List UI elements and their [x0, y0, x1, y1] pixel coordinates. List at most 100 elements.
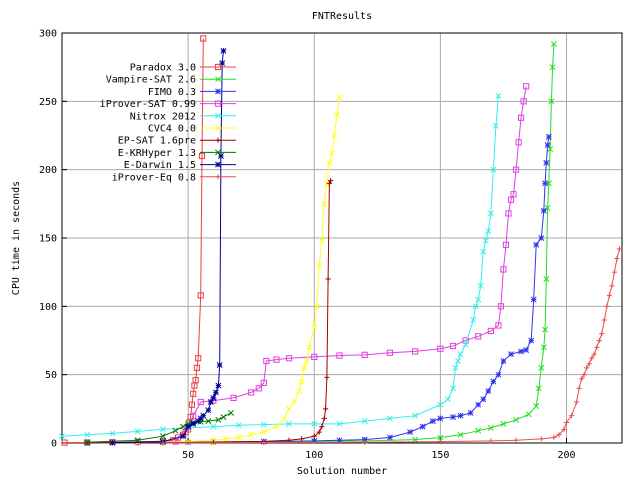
y-tick-label: 50 [45, 370, 57, 381]
legend-marker [215, 76, 221, 83]
data-point [200, 35, 207, 42]
data-point [180, 423, 187, 430]
data-point [362, 439, 368, 445]
data-point [495, 322, 502, 329]
data-point [523, 83, 530, 90]
data-point [386, 415, 393, 422]
data-point [525, 411, 532, 418]
data-point [207, 399, 214, 405]
data-point [324, 374, 330, 380]
data-point [594, 344, 600, 350]
legend-label: iProver-SAT 0.99 [100, 99, 196, 110]
data-point [538, 436, 544, 442]
data-point [475, 427, 482, 434]
data-point [457, 431, 464, 438]
data-point [549, 64, 556, 71]
data-point [303, 358, 310, 364]
data-point [450, 385, 456, 392]
data-point [528, 337, 535, 344]
data-point [485, 228, 492, 235]
data-point [311, 433, 317, 439]
data-point [331, 132, 338, 139]
data-point [235, 422, 242, 429]
data-point [217, 153, 224, 159]
data-point [273, 356, 280, 363]
legend-marker [214, 63, 222, 71]
data-point [192, 377, 199, 384]
data-point [210, 394, 217, 401]
data-point [281, 415, 287, 422]
data-point [556, 432, 562, 438]
series-line [87, 43, 555, 444]
legend-marker [214, 100, 222, 107]
data-point [286, 405, 292, 412]
data-point [412, 348, 419, 355]
data-point [573, 399, 580, 405]
data-point [263, 357, 270, 365]
data-point [538, 235, 545, 241]
data-point [185, 423, 192, 430]
data-point [219, 60, 226, 67]
data-point [311, 437, 318, 444]
data-point [472, 303, 479, 310]
data-point [500, 266, 507, 273]
data-point [480, 248, 487, 255]
data-point [285, 355, 293, 362]
data-point [609, 283, 615, 289]
data-point [195, 418, 202, 425]
data-point [475, 296, 482, 303]
data-point [500, 358, 507, 364]
data-point [455, 358, 461, 364]
data-point [487, 327, 494, 335]
data-point [84, 439, 91, 446]
data-point [160, 440, 166, 446]
data-point [361, 351, 368, 358]
data-point [255, 385, 262, 392]
legend-marker [215, 112, 221, 119]
data-point [543, 159, 550, 166]
data-point [500, 420, 507, 427]
data-point [470, 317, 477, 323]
data-point [361, 418, 368, 425]
data-point [542, 326, 549, 333]
data-point [530, 296, 537, 303]
data-point [260, 429, 267, 436]
data-point [544, 204, 551, 211]
data-point [316, 429, 322, 435]
data-point [604, 303, 610, 309]
data-point [318, 237, 325, 244]
data-point [596, 337, 602, 344]
legend-label: EP-SAT 1.6pre [118, 136, 196, 147]
data-point [495, 371, 502, 378]
x-tick-label: 100 [305, 450, 323, 461]
data-point [480, 396, 487, 403]
data-point [216, 362, 223, 369]
data-point [508, 351, 514, 358]
data-point [512, 166, 520, 173]
data-point [311, 353, 318, 360]
data-point [326, 159, 333, 166]
data-point [510, 191, 517, 198]
data-point [197, 415, 204, 422]
data-point [198, 152, 206, 160]
data-point [490, 166, 497, 173]
data-point [568, 413, 575, 419]
data-point [475, 401, 482, 408]
data-point [61, 439, 68, 446]
data-point [616, 246, 623, 252]
x-tick-label: 150 [431, 450, 449, 461]
chart-title: FNTResults [312, 11, 372, 22]
series-9 [160, 246, 623, 446]
legend-marker [215, 88, 221, 95]
data-point [490, 378, 497, 385]
legend-label: Paradox 3.0 [130, 63, 196, 74]
data-point [591, 351, 597, 357]
data-point [316, 262, 323, 269]
data-point [437, 345, 444, 352]
data-point [159, 433, 166, 440]
data-point [299, 436, 305, 442]
data-point [336, 420, 343, 427]
data-point [301, 364, 308, 371]
data-point [197, 292, 204, 299]
data-point [210, 423, 217, 430]
